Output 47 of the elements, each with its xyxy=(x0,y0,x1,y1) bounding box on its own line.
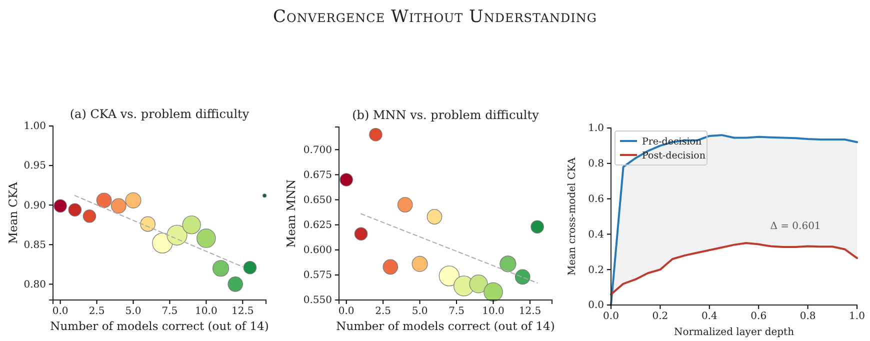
annotation: Δ = 0.601 xyxy=(770,220,821,232)
x-axis-title: Number of models correct (out of 14) xyxy=(50,319,269,333)
x-tick-label: 5.0 xyxy=(412,306,428,318)
y-tick-label: 0.625 xyxy=(303,220,332,232)
y-tick-label: 1.00 xyxy=(24,121,46,132)
y-tick-label: 1.0 xyxy=(588,123,604,134)
chart-title: (a) CKA vs. problem difficulty xyxy=(70,107,250,121)
y-tick-label: 0.80 xyxy=(24,279,46,290)
x-tick-label: 10.0 xyxy=(482,306,504,318)
x-tick-label: 0.0 xyxy=(52,306,68,318)
y-tick-label: 0.85 xyxy=(24,240,46,251)
legend-label: Post-decision xyxy=(642,150,706,162)
x-tick-label: 12.5 xyxy=(232,306,254,318)
x-tick-label: 0.0 xyxy=(603,311,619,322)
y-tick-label: 0.650 xyxy=(303,194,332,206)
x-axis-title: Normalized layer depth xyxy=(674,327,795,338)
x-tick-label: 7.5 xyxy=(162,306,178,318)
y-axis-title: Mean CKA xyxy=(6,181,20,244)
y-tick-label: 0.90 xyxy=(24,200,46,212)
y-axis-title: Mean MNN xyxy=(284,179,298,248)
x-tick-label: 2.5 xyxy=(88,306,105,318)
y-tick-label: 0.700 xyxy=(303,144,332,156)
x-tick-label: 2.5 xyxy=(375,306,392,318)
y-tick-label: 0.675 xyxy=(303,170,332,181)
y-tick-label: 0.550 xyxy=(303,295,332,306)
x-tick-label: 0.6 xyxy=(750,311,767,322)
x-tick-label: 0.8 xyxy=(800,311,816,322)
y-tick-label: 0.95 xyxy=(24,160,46,172)
x-tick-label: 10.0 xyxy=(195,306,218,318)
x-tick-label: 12.5 xyxy=(518,306,542,318)
x-tick-label: 0.2 xyxy=(652,311,668,322)
y-tick-label: 0.2 xyxy=(588,264,604,276)
x-axis-title: Number of models correct (out of 14) xyxy=(336,319,555,333)
x-tick-label: 0.4 xyxy=(701,311,718,322)
x-tick-label: 0.0 xyxy=(338,306,354,318)
y-axis-title: Mean cross-model CKA xyxy=(567,156,578,276)
line-series xyxy=(610,242,858,296)
y-tick-label: 0.6 xyxy=(588,194,604,205)
x-tick-label: 1.0 xyxy=(849,311,865,322)
y-tick-label: 0.8 xyxy=(588,158,604,170)
y-tick-label: 0.4 xyxy=(588,229,604,240)
x-tick-label: 7.5 xyxy=(448,306,464,318)
y-tick-label: 0.600 xyxy=(303,245,332,256)
text: Convergence Without Understanding xyxy=(273,7,597,27)
y-tick-label: 0.575 xyxy=(303,270,332,282)
chart-title: (b) MNN vs. problem difficulty xyxy=(352,108,540,122)
x-tick-label: 5.0 xyxy=(125,306,142,318)
